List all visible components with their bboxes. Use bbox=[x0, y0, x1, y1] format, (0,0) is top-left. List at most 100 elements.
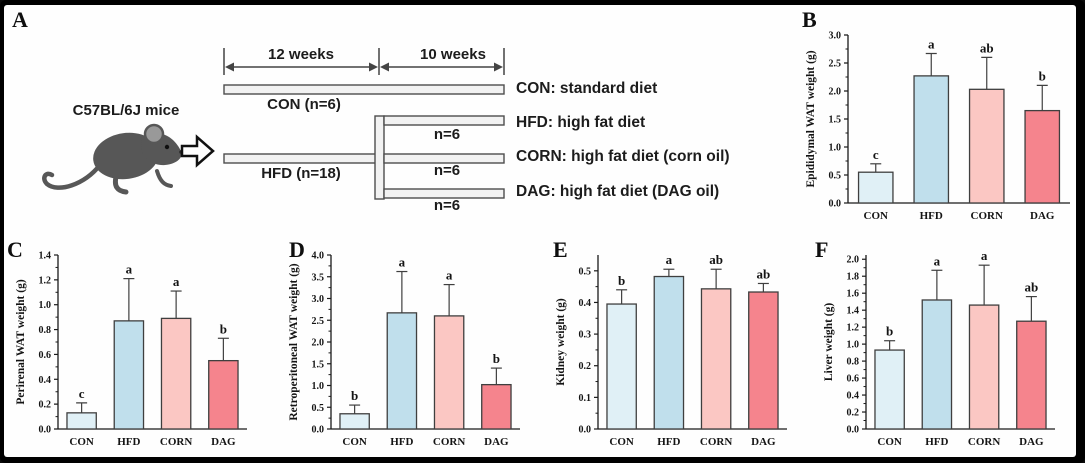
x-category-corn: CORN bbox=[700, 436, 732, 448]
bar-hfd bbox=[113, 320, 145, 430]
sig-letter-con: b bbox=[618, 273, 625, 288]
arm-bars bbox=[223, 84, 505, 200]
sig-letter-corn: a bbox=[446, 268, 453, 283]
x-category-con: CON bbox=[609, 436, 634, 448]
bar-corn bbox=[700, 288, 732, 430]
y-tick-label: 0.3 bbox=[579, 330, 592, 341]
sig-letter-hfd: a bbox=[399, 255, 406, 270]
x-category-corn: CORN bbox=[433, 436, 465, 448]
arrowhead-left-1 bbox=[225, 62, 234, 72]
y-tick-label: 1.0 bbox=[829, 143, 842, 154]
sig-letter-corn: a bbox=[981, 248, 988, 263]
y-tick-label: 1.2 bbox=[39, 275, 52, 286]
x-category-dag: DAG bbox=[1019, 436, 1044, 448]
bar-corn bbox=[433, 315, 465, 430]
bar-con bbox=[857, 171, 894, 204]
sig-letter-corn: ab bbox=[709, 252, 723, 267]
y-tick-label: 0.2 bbox=[579, 361, 592, 372]
sig-letter-corn: ab bbox=[980, 40, 994, 55]
chart-kidney-weight: 0.0 0.1 0.2 0.3 0.4 0.5 Kidney weight (g) b CON a… bbox=[555, 252, 787, 448]
y-axis-title: Perirenal WAT weight (g) bbox=[15, 279, 27, 404]
y-tick-label: 0.4 bbox=[39, 375, 52, 386]
mouse-strain-label: C57BL/6J mice bbox=[73, 102, 180, 119]
sig-letter-con: c bbox=[873, 147, 879, 162]
x-category-hfd: HFD bbox=[920, 210, 943, 222]
y-tick-label: 0.8 bbox=[847, 357, 860, 368]
phase1-duration-label: 12 weeks bbox=[268, 46, 334, 63]
y-tick-label: 1.2 bbox=[847, 323, 860, 334]
y-tick-label: 0.4 bbox=[579, 298, 592, 309]
sig-letter-hfd: a bbox=[934, 253, 941, 268]
bar-hfd bbox=[386, 312, 418, 430]
y-tick-label: 3.0 bbox=[829, 31, 842, 42]
y-tick-label: 0.5 bbox=[312, 403, 325, 414]
bar-hfd bbox=[913, 75, 950, 204]
phase2-duration-label: 10 weeks bbox=[420, 46, 486, 63]
bar-hfd bbox=[921, 299, 953, 430]
bar-dag bbox=[481, 383, 512, 430]
y-tick-label: 0.1 bbox=[579, 393, 592, 404]
x-category-corn: CORN bbox=[968, 436, 1000, 448]
chart-liver-weight: 0.0 0.2 0.4 0.6 0.8 1.0 1.2 1.4 1.6 1.8 2.0 Liver w… bbox=[823, 248, 1055, 448]
con-arm-bar bbox=[223, 84, 505, 95]
x-category-corn: CORN bbox=[160, 436, 192, 448]
panel-f-label: F bbox=[815, 237, 829, 262]
mouse-ear bbox=[143, 123, 165, 145]
arrowhead-left-2 bbox=[380, 62, 389, 72]
x-category-con: CON bbox=[342, 436, 367, 448]
sig-letter-hfd: a bbox=[666, 252, 673, 267]
sig-letter-corn: a bbox=[173, 274, 180, 289]
x-category-con: CON bbox=[69, 436, 94, 448]
y-tick-label: 0.2 bbox=[847, 408, 860, 419]
bar-con bbox=[66, 412, 97, 430]
x-category-dag: DAG bbox=[1030, 210, 1055, 222]
y-axis-title: Kidney weight (g) bbox=[555, 298, 567, 386]
bar-con bbox=[606, 303, 637, 430]
sig-letter-dag: b bbox=[220, 321, 227, 336]
panel-b-label: B bbox=[802, 7, 817, 32]
y-tick-label: 0.6 bbox=[847, 374, 860, 385]
legend-hfd: HFD: high fat diet bbox=[516, 114, 645, 131]
sig-letter-hfd: a bbox=[928, 36, 935, 51]
mouse-eye bbox=[164, 144, 170, 150]
bar-dag bbox=[748, 291, 779, 430]
bar-dag bbox=[1016, 320, 1047, 430]
y-tick-label: 2.5 bbox=[312, 316, 325, 327]
y-tick-label: 1.4 bbox=[847, 306, 860, 317]
sig-letter-hfd: a bbox=[126, 262, 133, 277]
corn-branch-bar bbox=[383, 153, 505, 164]
x-category-dag: DAG bbox=[751, 436, 776, 448]
y-tick-label: 4.0 bbox=[312, 251, 325, 262]
split-connector-bar bbox=[374, 115, 385, 200]
y-tick-label: 1.0 bbox=[847, 340, 860, 351]
study-design-diagram: C57BL/6J mice 12 weeks 10 weeks bbox=[42, 46, 730, 214]
transition-arrow-icon bbox=[180, 134, 215, 168]
y-tick-label: 0.0 bbox=[312, 425, 325, 436]
x-category-corn: CORN bbox=[971, 210, 1003, 222]
y-tick-label: 0.0 bbox=[829, 199, 842, 210]
y-tick-label: 2.0 bbox=[847, 255, 860, 266]
branch-n-label-3: n=6 bbox=[434, 197, 460, 214]
chart-retroperitoneal-wat-weight: 0.0 0.5 1.0 1.5 2.0 2.5 3.0 3.5 4.0 Retroperitone… bbox=[288, 251, 520, 448]
x-category-hfd: HFD bbox=[390, 436, 413, 448]
chart-epididymal-wat-weight: 0.0 0.5 1.0 1.5 2.0 2.5 3.0 Epididymal WAT weig… bbox=[805, 31, 1070, 222]
sig-letter-con: b bbox=[351, 388, 358, 403]
panel-e-label: E bbox=[553, 237, 568, 262]
bar-hfd bbox=[653, 275, 685, 430]
y-tick-label: 1.0 bbox=[312, 381, 325, 392]
hfd-branch-bar bbox=[383, 115, 505, 126]
figure-canvas: A B C D E F C57BL/6J mice bbox=[4, 5, 1076, 457]
y-axis-title: Liver weight (g) bbox=[823, 303, 835, 382]
x-category-dag: DAG bbox=[211, 436, 236, 448]
y-tick-label: 1.5 bbox=[312, 359, 325, 370]
y-tick-label: 1.6 bbox=[847, 289, 860, 300]
y-tick-label: 2.5 bbox=[829, 59, 842, 70]
y-tick-label: 3.5 bbox=[312, 272, 325, 283]
x-category-hfd: HFD bbox=[925, 436, 948, 448]
x-category-hfd: HFD bbox=[657, 436, 680, 448]
y-tick-label: 0.2 bbox=[39, 400, 52, 411]
legend-corn: CORN: high fat diet (corn oil) bbox=[516, 148, 730, 165]
y-tick-label: 2.0 bbox=[312, 338, 325, 349]
legend-dag: DAG: high fat diet (DAG oil) bbox=[516, 183, 719, 200]
